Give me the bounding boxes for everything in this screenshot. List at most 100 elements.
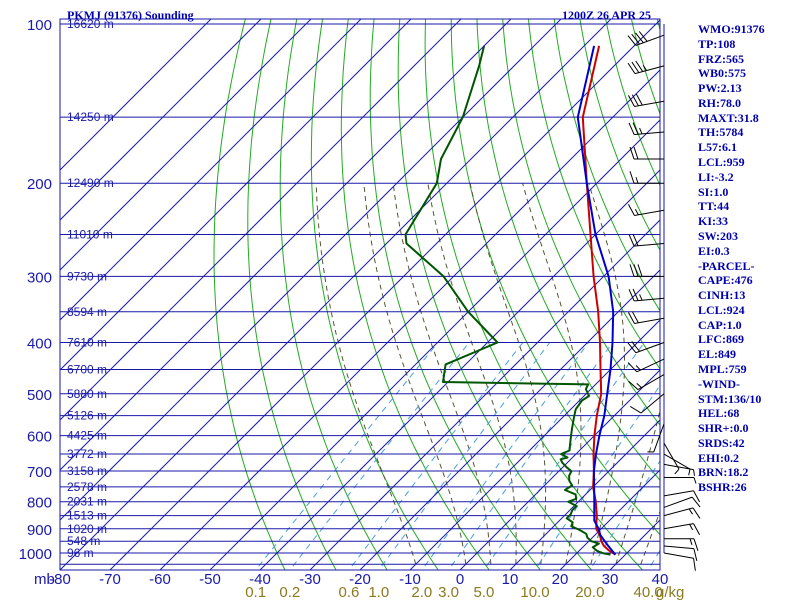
wind-barb xyxy=(663,442,680,475)
height-label: 1020 m xyxy=(67,522,107,536)
height-label: 4425 m xyxy=(67,429,107,443)
wind-barb-staff xyxy=(663,453,691,470)
wind-barb xyxy=(629,171,664,184)
wind-barb-flag xyxy=(627,342,637,354)
wind-barb xyxy=(627,311,665,324)
wind-barb xyxy=(627,60,665,75)
mixing-ratio-label: 5.0 xyxy=(473,584,494,600)
wind-barb-staff xyxy=(663,552,694,559)
wind-barb-staff xyxy=(636,358,665,373)
wind-barb xyxy=(663,552,696,571)
parcel-profile-line xyxy=(576,45,617,556)
wind-barb-flag xyxy=(631,33,640,45)
moist-adiabat-line xyxy=(469,183,547,565)
temperature-tick-label: 40 xyxy=(652,571,669,588)
index-item: EI:0.3 xyxy=(698,243,730,258)
wind-barb xyxy=(663,453,691,476)
mixing-ratio-line xyxy=(483,342,645,570)
wind-barb-half-flag xyxy=(674,468,680,475)
index-item: MPL:759 xyxy=(698,361,747,376)
grid-background xyxy=(60,19,660,570)
height-label: 548 m xyxy=(67,534,100,548)
mixing-ratio-label: 10.0 xyxy=(520,584,549,600)
mixing-ratio-line xyxy=(255,342,439,570)
wind-barb-staff xyxy=(663,496,693,508)
dry-adiabat-line xyxy=(605,19,660,187)
pressure-tick-label: 600 xyxy=(27,429,52,446)
wind-barb xyxy=(629,393,665,414)
wind-barb-half-flag xyxy=(639,127,643,135)
index-item: BSHR:26 xyxy=(698,480,747,495)
temperature-tick-label: -30 xyxy=(299,571,321,588)
isotherm-line xyxy=(60,19,312,271)
wind-barb-flag xyxy=(628,122,635,135)
wind-barb-flag xyxy=(693,558,696,571)
dry-adiabat-line xyxy=(397,19,593,570)
wind-barb xyxy=(663,490,701,503)
wind-barb xyxy=(627,341,665,354)
pressure-tick-label: 900 xyxy=(27,522,52,539)
wind-barb xyxy=(664,477,697,484)
index-item: FRZ:565 xyxy=(698,51,744,66)
dry-adiabat-line xyxy=(213,19,286,570)
wind-barb xyxy=(629,264,664,277)
station-title: PKMJ (91376) Sounding xyxy=(67,8,194,22)
wind-barb xyxy=(663,496,701,508)
height-label: 1513 m xyxy=(67,509,107,523)
wind-barb-flag xyxy=(637,264,643,277)
wind-barb-flag xyxy=(633,146,639,160)
wind-barb xyxy=(663,507,701,519)
index-item: EL:849 xyxy=(698,347,737,362)
wind-barb-half-flag xyxy=(689,538,693,545)
temperature-tick-label: 30 xyxy=(602,571,619,588)
isotherm-line xyxy=(60,19,212,171)
wind-barb-flag xyxy=(627,35,637,46)
wind-barb-staff xyxy=(663,523,694,530)
height-label: 3772 m xyxy=(67,447,107,461)
wind-barb xyxy=(629,146,664,160)
wind-barb-half-flag xyxy=(689,524,694,531)
mixing-ratio-label: 0.2 xyxy=(279,584,300,600)
mixing-ratio-label: 1.0 xyxy=(368,584,389,600)
wind-barb-staff xyxy=(634,209,665,217)
moist-adiabat-line xyxy=(363,183,467,565)
isotherm-line xyxy=(309,219,660,570)
height-label: 2578 m xyxy=(67,480,107,494)
wind-barb-flag xyxy=(693,523,701,535)
temperature-tick-label: 20 xyxy=(552,571,569,588)
mixing-ratio-line xyxy=(378,342,551,570)
height-label: 14250 m xyxy=(67,110,114,124)
index-item: SRDS:42 xyxy=(698,435,745,450)
wind-barb xyxy=(627,358,665,373)
wind-barb xyxy=(627,93,665,108)
mixing-ratio-line xyxy=(447,342,614,570)
mixing-ratio-unit: g/kg xyxy=(656,584,684,600)
height-label: 16620 m xyxy=(67,17,114,31)
index-item: -WIND- xyxy=(698,376,740,391)
pressure-tick-label: 500 xyxy=(27,387,52,404)
mixing-ratio-label: 0.1 xyxy=(245,584,266,600)
wind-barb xyxy=(628,233,665,247)
height-label: 5880 m xyxy=(67,387,107,401)
wind-barb-staff xyxy=(637,374,665,391)
index-item: SI:1.0 xyxy=(698,184,729,199)
dry-adiabat-line xyxy=(553,19,660,312)
wind-barb-flag xyxy=(628,289,635,302)
index-item: STM:136/10 xyxy=(698,391,762,406)
wind-barb-flag xyxy=(628,380,639,390)
height-label: 9730 m xyxy=(67,269,107,283)
isotherm-line xyxy=(60,19,412,371)
moist-adiabat-line xyxy=(522,183,582,565)
wind-barb xyxy=(628,288,665,302)
pressure-unit-label: mb xyxy=(34,571,55,588)
wind-barb-flag xyxy=(627,95,635,107)
dry-adiabat-line xyxy=(579,19,660,252)
temperature-tick-label: -60 xyxy=(149,571,171,588)
moist-adiabat-line xyxy=(315,183,417,565)
index-item: WB0:575 xyxy=(698,66,746,81)
height-label: 11010 m xyxy=(67,228,113,242)
isotherm-line xyxy=(60,19,512,471)
temperature-tick-label: -10 xyxy=(399,571,421,588)
index-item: TP:108 xyxy=(698,36,736,51)
